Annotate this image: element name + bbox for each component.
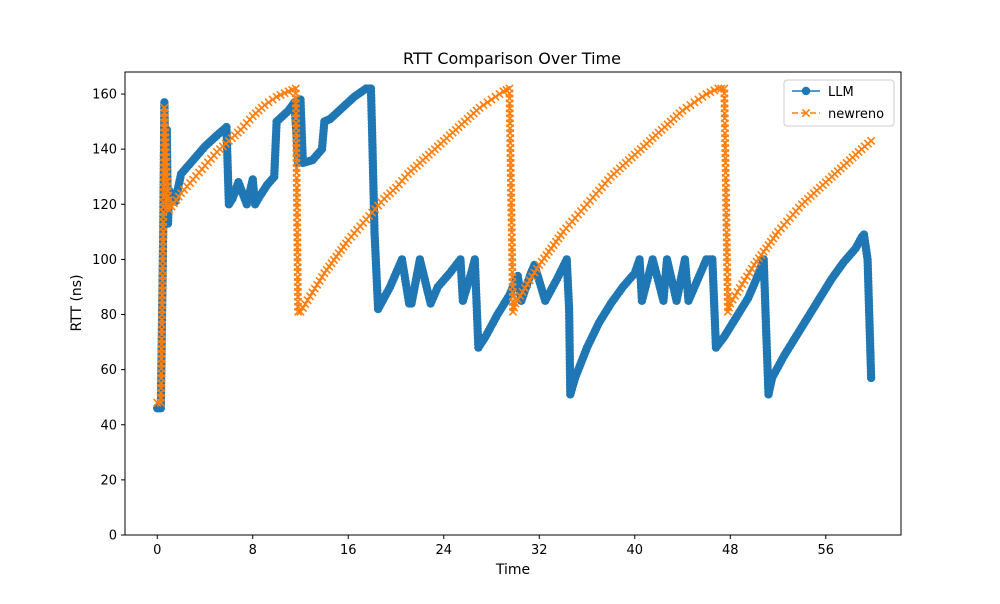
data-point	[260, 100, 269, 110]
data-point	[742, 272, 752, 281]
x-tick-label: 0	[153, 543, 161, 558]
data-point	[747, 264, 756, 273]
legend: LLM newreno	[783, 79, 895, 127]
data-point	[315, 276, 324, 286]
data-point	[479, 100, 488, 110]
data-point	[678, 106, 687, 115]
data-point	[717, 84, 726, 93]
data-point	[726, 299, 735, 308]
data-point	[518, 287, 527, 297]
data-point	[313, 280, 322, 289]
x-axis: 0 8 16 24 32 40 48 56	[153, 535, 834, 558]
legend-marker	[801, 86, 811, 96]
y-axis: 0 20 40 60 80 100 120 140 160	[92, 88, 125, 544]
data-point	[527, 272, 537, 281]
x-axis-label: Time	[495, 562, 530, 578]
data-point	[296, 307, 305, 316]
x-tick-label: 40	[626, 543, 643, 558]
data-point	[520, 283, 530, 293]
data-point	[495, 89, 504, 99]
data-point	[515, 291, 525, 300]
x-tick-label: 48	[722, 543, 739, 558]
series-markers	[153, 84, 876, 407]
data-point	[682, 103, 691, 112]
chart-title: RTT Comparison Over Time	[403, 49, 621, 68]
data-point	[153, 398, 162, 407]
y-tick-label: 100	[92, 253, 117, 268]
y-tick-label: 40	[100, 418, 117, 433]
series-layer	[153, 84, 876, 413]
data-point	[525, 276, 534, 285]
data-point	[483, 98, 492, 107]
data-point	[745, 268, 754, 277]
data-point	[487, 95, 496, 104]
plot-area	[153, 84, 876, 413]
series-newreno	[153, 84, 876, 407]
x-tick-label: 24	[435, 543, 452, 558]
legend-label: LLM	[828, 85, 854, 100]
data-point	[738, 280, 747, 289]
legend-label: newreno	[828, 107, 884, 122]
data-point	[690, 98, 699, 107]
data-point	[264, 98, 273, 107]
y-tick-label: 160	[92, 88, 117, 103]
y-tick-label: 120	[92, 198, 117, 213]
data-point	[298, 303, 308, 313]
data-point	[728, 295, 737, 304]
data-point	[513, 295, 522, 304]
y-tick-label: 140	[92, 143, 117, 158]
x-tick-label: 16	[340, 543, 357, 558]
legend-item-newreno: newreno	[792, 107, 884, 122]
data-point	[305, 292, 315, 301]
y-tick-label: 20	[100, 473, 117, 488]
plot-frame	[124, 71, 902, 536]
data-point	[530, 268, 539, 277]
data-point	[475, 103, 484, 112]
data-point	[730, 291, 740, 300]
x-tick-label: 32	[531, 543, 548, 558]
data-point	[301, 299, 310, 309]
data-point	[698, 92, 707, 101]
data-point	[268, 95, 277, 104]
data-point	[740, 276, 749, 285]
data-point	[317, 272, 327, 282]
data-point	[523, 280, 532, 289]
data-point	[310, 284, 319, 293]
y-tick-label: 80	[100, 308, 117, 323]
data-point	[686, 100, 695, 110]
data-point	[491, 92, 500, 101]
x-tick-label: 56	[818, 543, 835, 558]
data-point	[308, 288, 317, 297]
data-point	[735, 283, 744, 293]
data-point	[733, 287, 742, 297]
y-axis-label: RTT (ns)	[69, 274, 85, 331]
y-tick-label: 60	[100, 363, 117, 378]
data-point	[511, 299, 520, 308]
data-point	[866, 136, 876, 146]
legend-item-llm: LLM	[792, 85, 854, 100]
data-point	[303, 296, 312, 305]
data-point	[694, 95, 703, 104]
data-point	[866, 373, 876, 383]
legend-marker	[801, 108, 811, 118]
y-tick-label: 0	[109, 529, 117, 544]
data-point	[532, 264, 542, 273]
x-tick-label: 8	[249, 543, 257, 558]
